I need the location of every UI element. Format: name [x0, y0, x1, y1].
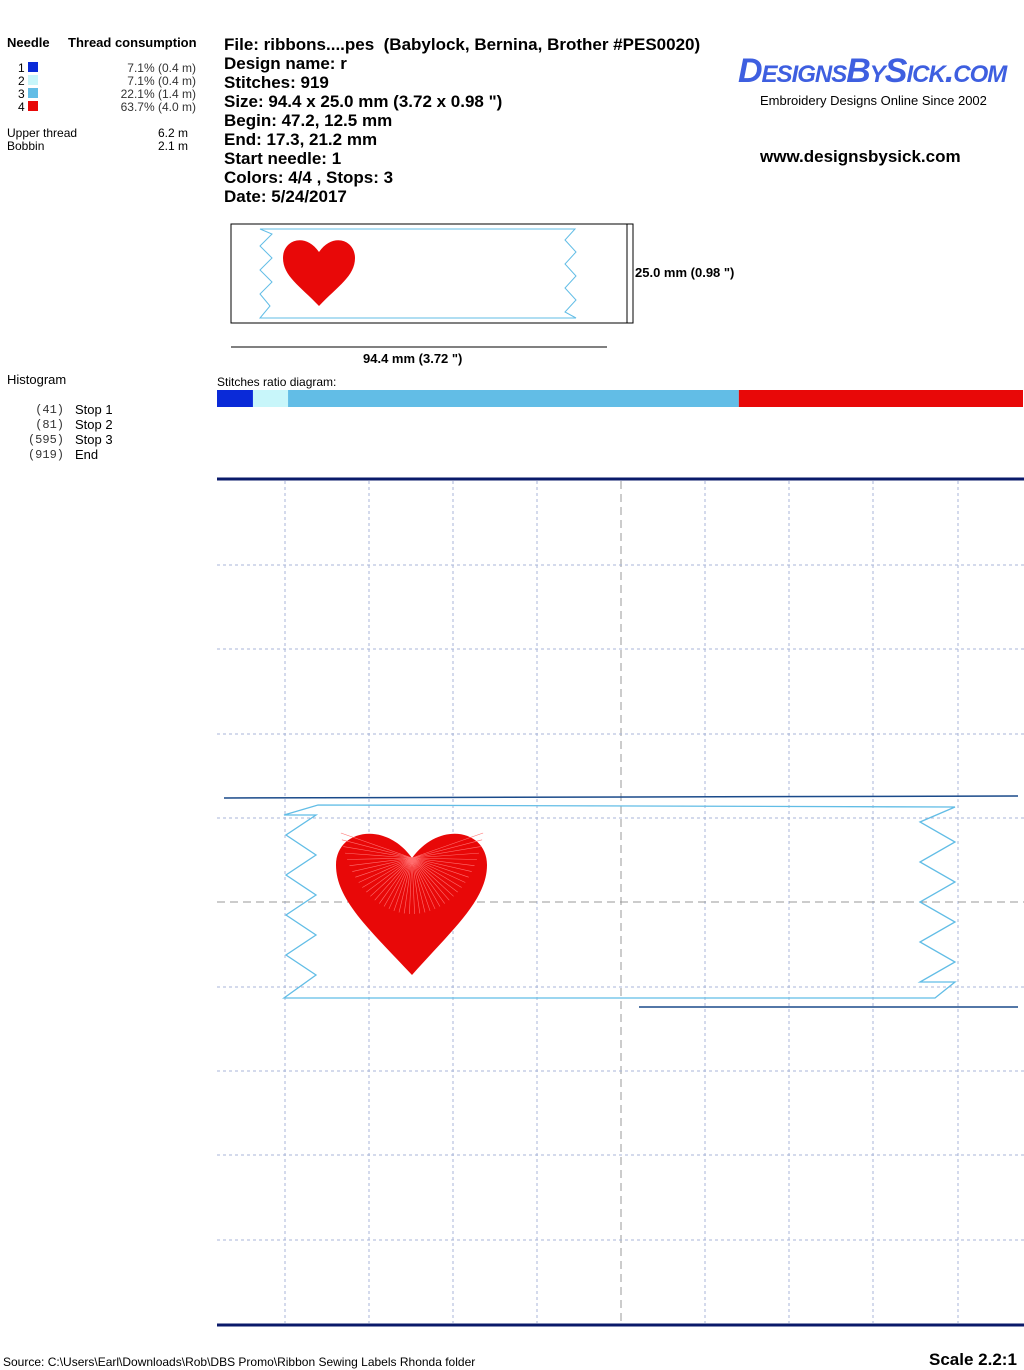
stop-count: (919): [27, 448, 64, 462]
ribbon-edge: [223, 795, 1019, 799]
needle-swatch: [28, 62, 38, 72]
info-line: Design name: r: [224, 54, 347, 73]
ribbon-preview: [258, 228, 577, 319]
stitch: [411, 857, 436, 910]
histogram-title: Histogram: [7, 372, 67, 387]
needle-number: 4: [18, 100, 25, 114]
thread-value: 6.2 m: [157, 126, 188, 140]
stop-count: (41): [35, 403, 64, 417]
stitch: [358, 857, 413, 883]
heart-stitches: [340, 832, 484, 914]
stitch: [411, 857, 477, 860]
stitch: [411, 857, 441, 907]
needle-number: 2: [18, 74, 25, 88]
stitch: [383, 857, 413, 907]
ratio-segment: [288, 390, 739, 407]
consumption: 63.7% (4.0 m): [120, 100, 196, 114]
stitch: [388, 857, 413, 910]
info-line: Size: 94.4 x 25.0 mm (3.72 x 0.98 "): [224, 92, 503, 111]
info-line: Date: 5/24/2017: [224, 187, 347, 206]
heart: [336, 833, 487, 975]
info-line: Colors: 4/4 , Stops: 3: [224, 168, 394, 187]
heart-preview: [283, 240, 355, 306]
stitch: [411, 857, 415, 914]
stitch: [411, 846, 481, 859]
stitch: [340, 832, 413, 859]
stitch: [411, 857, 472, 872]
stitch: [379, 857, 413, 904]
needle-swatch: [28, 101, 38, 111]
stitch: [349, 857, 413, 866]
ratio-segment: [217, 390, 253, 407]
needle-swatch: [28, 88, 38, 98]
ratio-segment: [252, 390, 289, 407]
stitch: [409, 857, 413, 914]
source: Source: C:\Users\Earl\Downloads\Rob\DBS …: [3, 1355, 476, 1369]
preview-frame: [230, 223, 634, 324]
stitch: [411, 857, 469, 878]
stitch: [374, 857, 413, 901]
column-header: Thread consumption: [68, 35, 197, 50]
column-header: Needle: [7, 35, 50, 50]
info-line: Stitches: 919: [224, 73, 329, 92]
ratio-segment: [738, 390, 1023, 407]
stop-label: Stop 3: [75, 432, 113, 447]
stitch: [344, 852, 413, 859]
thread-value: 2.1 m: [157, 139, 188, 153]
stitch: [343, 846, 413, 859]
ribbon-outline: [281, 804, 957, 999]
needle-number: 3: [18, 87, 25, 101]
thread-label: Upper thread: [7, 126, 78, 140]
info-line: File: ribbons....pes (Babylock, Bernina,…: [224, 35, 701, 54]
info-line: End: 17.3, 21.2 mm: [224, 130, 378, 149]
stitch: [411, 852, 480, 859]
stop-count: (81): [35, 418, 64, 432]
stitch: [411, 857, 462, 888]
stitch: [393, 857, 413, 912]
stitch: [347, 857, 413, 860]
stitch: [352, 857, 413, 872]
stop-label: Stop 1: [75, 402, 113, 417]
stitch: [411, 857, 426, 913]
thread-label: Bobbin: [7, 139, 45, 153]
stitch: [362, 857, 413, 888]
stitch: [411, 839, 483, 859]
stitch: [341, 839, 413, 859]
stitch: [411, 857, 454, 897]
needle-number: 1: [18, 61, 25, 75]
website: www.designsbysick.com: [760, 147, 961, 166]
needle-swatch: [28, 75, 38, 85]
info-line: Begin: 47.2, 12.5 mm: [224, 111, 393, 130]
ratio-title: Stitches ratio diagram:: [217, 375, 337, 389]
stitch: [355, 857, 413, 878]
width-label: 94.4 mm (3.72 "): [363, 351, 463, 366]
stitch: [411, 832, 484, 859]
stop-label: End: [75, 447, 99, 462]
stitch: [411, 857, 475, 866]
stitch: [366, 857, 413, 893]
stop-count: (595): [27, 433, 64, 447]
stitch: [411, 857, 450, 901]
consumption: 22.1% (1.4 m): [120, 87, 196, 101]
info-line: Start needle: 1: [224, 149, 342, 168]
consumption: 7.1% (0.4 m): [127, 61, 196, 75]
logo: DesignsBySick.com: [738, 52, 1007, 90]
tagline: Embroidery Designs Online Since 2002: [760, 93, 987, 108]
stop-label: Stop 2: [75, 417, 113, 432]
stitch: [411, 857, 458, 893]
stitch: [398, 857, 413, 913]
stitch: [370, 857, 413, 897]
consumption: 7.1% (0.4 m): [127, 74, 196, 88]
stitch: [411, 857, 445, 904]
stitch: [411, 857, 466, 883]
grid: [217, 481, 1024, 1323]
stitch: [411, 857, 421, 914]
stitch: [411, 857, 431, 912]
stitch: [403, 857, 413, 914]
scale: Scale 2.2:1: [929, 1350, 1017, 1369]
height-label: 25.0 mm (0.98 "): [635, 265, 735, 280]
